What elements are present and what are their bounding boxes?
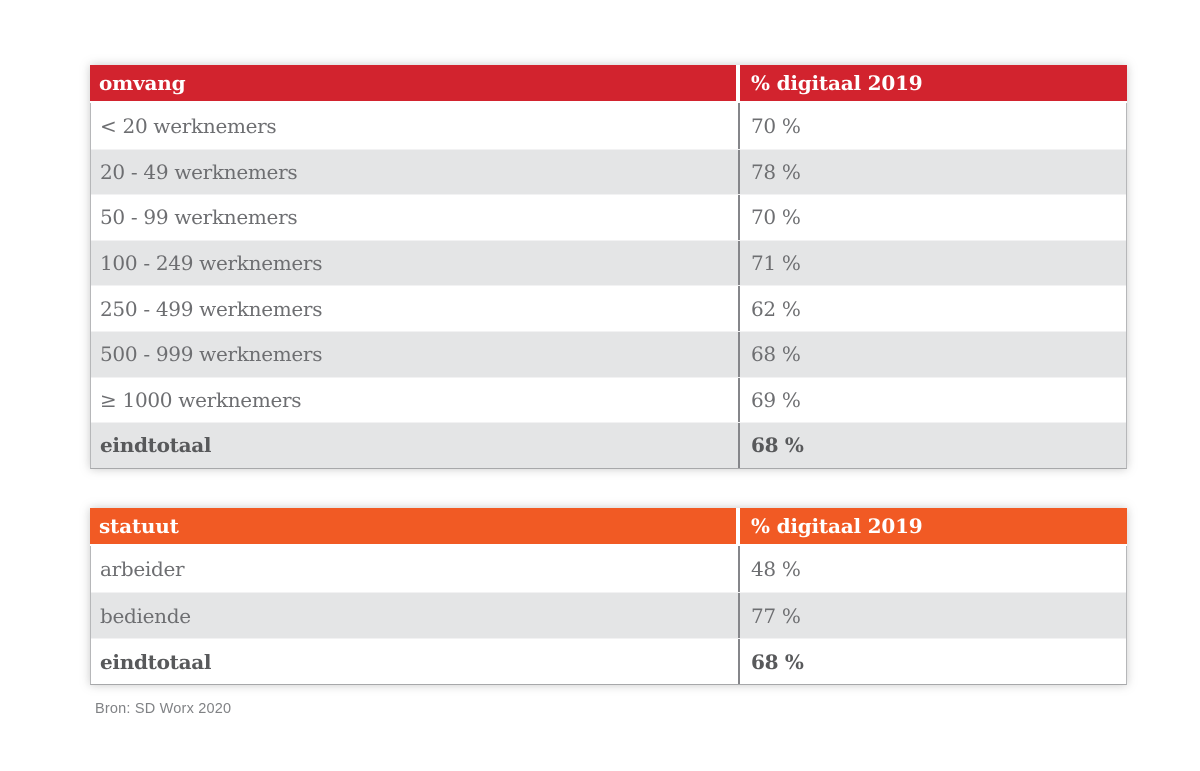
column-header-digitaal-2019: % digitaal 2019 xyxy=(751,514,923,538)
omvang-table-body: < 20 werknemers 70 % 20 - 49 werknemers … xyxy=(90,103,1127,469)
table-row: arbeider 48 % xyxy=(91,546,1126,592)
row-label: 20 - 49 werknemers xyxy=(100,159,298,184)
row-value: 68 % xyxy=(751,649,804,674)
column-divider xyxy=(738,331,740,377)
header-column-divider xyxy=(736,508,740,544)
column-header-statuut: statuut xyxy=(99,514,179,538)
row-label: < 20 werknemers xyxy=(100,113,277,138)
table-row: < 20 werknemers 70 % xyxy=(91,103,1126,149)
row-value: 77 % xyxy=(751,603,801,628)
row-label: arbeider xyxy=(100,557,185,581)
column-divider xyxy=(738,149,740,195)
column-divider xyxy=(738,103,740,149)
table-row: 100 - 249 werknemers 71 % xyxy=(91,239,1126,286)
statuut-table-header-row: statuut % digitaal 2019 xyxy=(90,508,1127,546)
omvang-table-header-row: omvang % digitaal 2019 xyxy=(90,65,1127,103)
statuut-table: statuut % digitaal 2019 arbeider 48 % be… xyxy=(90,508,1127,685)
table-row: 250 - 499 werknemers 62 % xyxy=(91,285,1126,331)
column-divider xyxy=(738,240,740,286)
row-value: 68 % xyxy=(751,342,801,367)
row-label: 50 - 99 werknemers xyxy=(100,205,298,230)
row-label: 500 - 999 werknemers xyxy=(100,342,323,367)
row-label: eindtotaal xyxy=(100,649,212,674)
column-header-omvang: omvang xyxy=(99,71,186,95)
row-label: 250 - 499 werknemers xyxy=(100,296,323,321)
table-row: 20 - 49 werknemers 78 % xyxy=(91,148,1126,195)
omvang-table: omvang % digitaal 2019 < 20 werknemers 7… xyxy=(90,65,1127,469)
row-label: eindtotaal xyxy=(100,433,212,458)
source-note: Bron: SD Worx 2020 xyxy=(95,701,232,717)
column-divider xyxy=(738,593,740,638)
column-divider xyxy=(738,286,740,331)
row-label: ≥ 1000 werknemers xyxy=(100,387,302,412)
row-value: 62 % xyxy=(751,296,801,321)
row-label: 100 - 249 werknemers xyxy=(100,251,323,276)
column-divider xyxy=(738,195,740,240)
row-value: 78 % xyxy=(751,159,801,184)
column-divider xyxy=(738,546,740,592)
row-value: 68 % xyxy=(751,433,804,458)
table-row: 50 - 99 werknemers 70 % xyxy=(91,194,1126,240)
statuut-table-body: arbeider 48 % bediende 77 % eindtotaal 6… xyxy=(90,546,1127,685)
table-row-total: eindtotaal 68 % xyxy=(91,422,1126,468)
column-divider xyxy=(738,639,740,684)
row-value: 69 % xyxy=(751,387,801,412)
row-value: 48 % xyxy=(751,557,801,581)
table-row: ≥ 1000 werknemers 69 % xyxy=(91,376,1126,423)
table-row-total: eindtotaal 68 % xyxy=(91,638,1126,684)
column-divider xyxy=(738,377,740,423)
row-label: bediende xyxy=(100,603,191,628)
row-value: 71 % xyxy=(751,251,801,276)
table-row: bediende 77 % xyxy=(91,592,1126,638)
row-value: 70 % xyxy=(751,113,801,138)
table-row: 500 - 999 werknemers 68 % xyxy=(91,330,1126,377)
header-column-divider xyxy=(736,65,740,101)
column-header-digitaal-2019: % digitaal 2019 xyxy=(751,71,923,95)
row-value: 70 % xyxy=(751,205,801,230)
column-divider xyxy=(738,423,740,468)
